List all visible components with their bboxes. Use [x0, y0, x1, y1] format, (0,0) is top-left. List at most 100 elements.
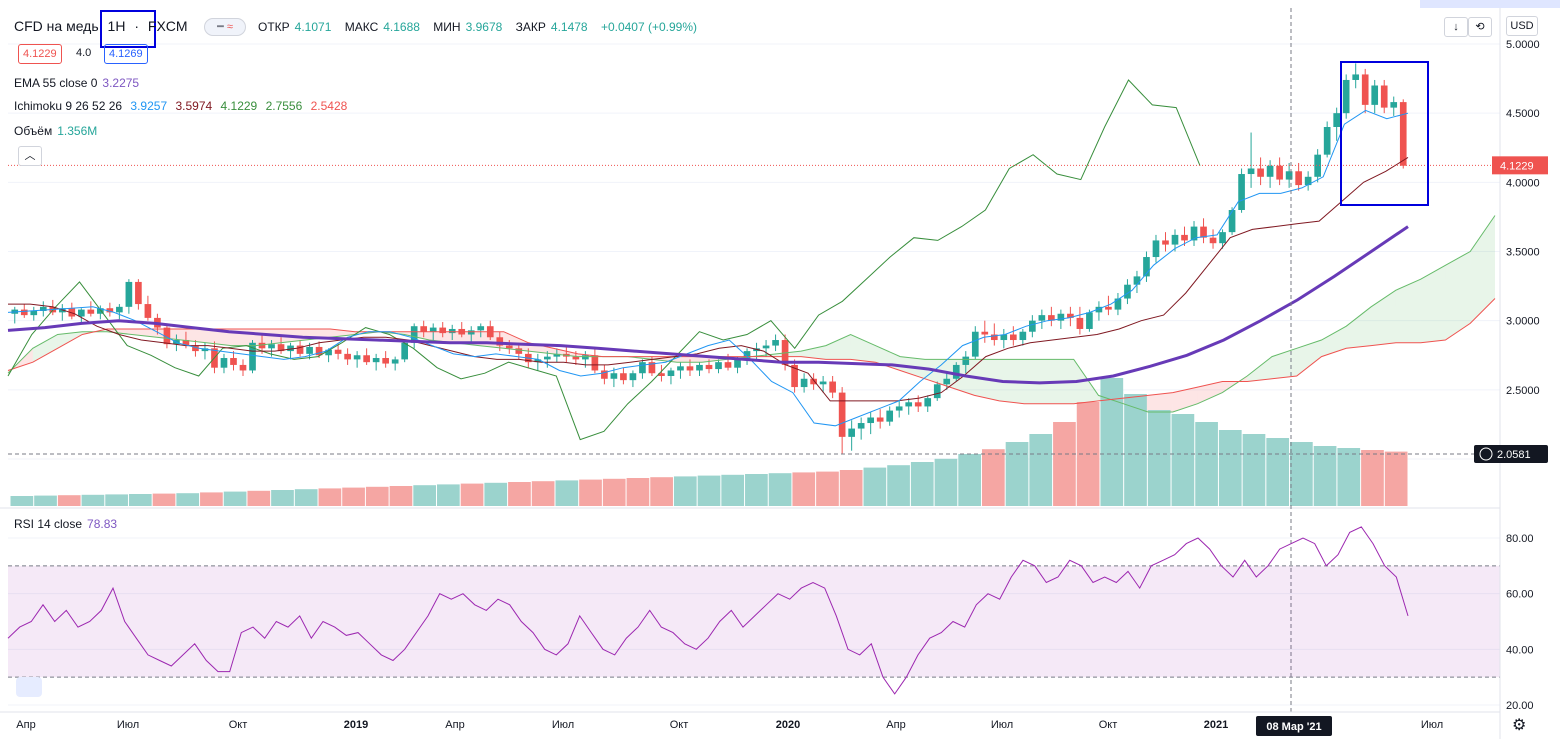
- time-tick-label: 2019: [344, 719, 368, 731]
- candle-body: [382, 358, 389, 364]
- candle-body: [420, 326, 428, 332]
- buy-price-button[interactable]: 4.1269: [104, 44, 148, 64]
- rsi-legend[interactable]: RSI 14 close 78.83: [14, 517, 118, 531]
- time-tick-label: 2020: [776, 719, 800, 731]
- cloud-segment: [801, 345, 826, 360]
- tenkan-sen: [7, 109, 1409, 427]
- time-tick-label: 2021: [1204, 719, 1228, 731]
- candle-body: [848, 428, 855, 437]
- volume-bar: [389, 486, 413, 506]
- volume-bar: [437, 484, 460, 506]
- dot-separator: ·: [134, 18, 139, 34]
- candlesticks: [11, 63, 1407, 454]
- price-tick-label: 4.5000: [1506, 108, 1540, 120]
- exchange-label: FXCM: [147, 18, 188, 34]
- candle-body: [1029, 320, 1036, 332]
- candle-body: [696, 364, 703, 371]
- volume-bar: [1337, 448, 1361, 506]
- volume-bar: [57, 495, 81, 506]
- candle-body: [1390, 102, 1398, 108]
- candle-body: [439, 327, 447, 334]
- spread-label: 4.0: [76, 47, 92, 59]
- candle-body: [287, 345, 294, 352]
- annotation-box-price: [1340, 61, 1429, 206]
- candle-body: [952, 364, 960, 379]
- candle-body: [1067, 313, 1074, 318]
- candle-body: [1333, 113, 1341, 127]
- volume-legend[interactable]: Объём 1.356M: [14, 124, 98, 138]
- volume-bar: [792, 472, 816, 506]
- volume-bar: [34, 495, 57, 506]
- candle-body: [743, 351, 751, 360]
- candle-body: [372, 358, 380, 363]
- rsi-band: [8, 565, 1500, 678]
- candle-body: [363, 355, 370, 363]
- rsi-tick-label: 80.00: [1506, 533, 1534, 545]
- candle-body: [762, 345, 770, 349]
- sell-price-button[interactable]: 4.1229: [18, 44, 62, 64]
- cloud-segment: [1148, 392, 1173, 412]
- volume-bar: [413, 485, 437, 506]
- candle-body: [277, 344, 285, 352]
- cloud-segment: [850, 334, 876, 363]
- candle-body: [800, 378, 808, 388]
- volume-bar: [1053, 422, 1076, 506]
- volume-bar: [602, 478, 626, 506]
- volume-bar: [81, 494, 105, 506]
- symbol-legend[interactable]: CFD на медь 1H · FXCM: [14, 18, 193, 34]
- collapse-legend-button[interactable]: ︿: [18, 146, 42, 166]
- ichimoku-legend[interactable]: Ichimoku 9 26 52 26 3.9257 3.5974 4.1229…: [14, 99, 348, 113]
- cloud-segment: [131, 329, 157, 338]
- volume-bar: [484, 482, 508, 506]
- time-tick-label: Июл: [991, 719, 1013, 731]
- volume-bar: [981, 449, 1005, 506]
- settings-gear-icon[interactable]: ⚙: [1512, 717, 1527, 734]
- candle-body: [135, 281, 142, 305]
- plus-circle-icon: [1479, 447, 1493, 461]
- volume-bar: [1005, 442, 1029, 506]
- candle-body: [344, 353, 351, 360]
- fullscreen-button[interactable]: ⟲: [1468, 17, 1492, 37]
- candle-body: [572, 356, 580, 360]
- price-tick-label: 5.0000: [1506, 39, 1540, 51]
- time-tick-label: Апр: [886, 719, 905, 731]
- candle-body: [1048, 315, 1055, 321]
- ema-legend[interactable]: EMA 55 close 0 3.2275: [14, 76, 140, 90]
- candle-body: [315, 346, 323, 356]
- volume-bar: [1384, 451, 1408, 506]
- cloud-segment: [57, 331, 83, 349]
- candle-body: [905, 402, 913, 407]
- candle-body: [667, 370, 675, 376]
- candle-body: [648, 362, 656, 374]
- compare-toggle[interactable]: ━ ≈: [204, 18, 246, 36]
- candle-body: [686, 366, 694, 371]
- tradingview-logo[interactable]: [16, 677, 42, 697]
- volume-bar: [318, 488, 342, 506]
- candle-body: [1238, 174, 1245, 210]
- symbol-title[interactable]: CFD на медь: [14, 18, 99, 34]
- candle-body: [496, 337, 504, 346]
- currency-button[interactable]: USD: [1506, 16, 1538, 36]
- download-button[interactable]: ↓: [1444, 17, 1468, 37]
- candle-body: [258, 342, 266, 349]
- candle-body: [1190, 226, 1198, 241]
- candle-body: [353, 355, 361, 360]
- cloud-segment: [1272, 348, 1297, 379]
- volume-bar: [508, 482, 531, 506]
- annotation-box-interval: [100, 10, 156, 48]
- rsi-pane: [7, 526, 1500, 695]
- volume-bar: [128, 494, 152, 506]
- candle-body: [1314, 154, 1321, 177]
- price-axis: 5.00004.50004.00003.50003.00002.50002.00…: [1474, 0, 1548, 739]
- interval-label[interactable]: 1H: [107, 18, 126, 34]
- candle-body: [810, 378, 817, 385]
- candle-body: [1247, 168, 1255, 175]
- candle-body: [249, 342, 256, 371]
- price-tick-label: 3.0000: [1506, 316, 1540, 328]
- volume-bar: [105, 494, 128, 506]
- price-tick-label: 4.0000: [1506, 177, 1540, 189]
- volume-bar: [1124, 394, 1147, 506]
- candle-body: [116, 306, 123, 313]
- candle-body: [1114, 298, 1122, 310]
